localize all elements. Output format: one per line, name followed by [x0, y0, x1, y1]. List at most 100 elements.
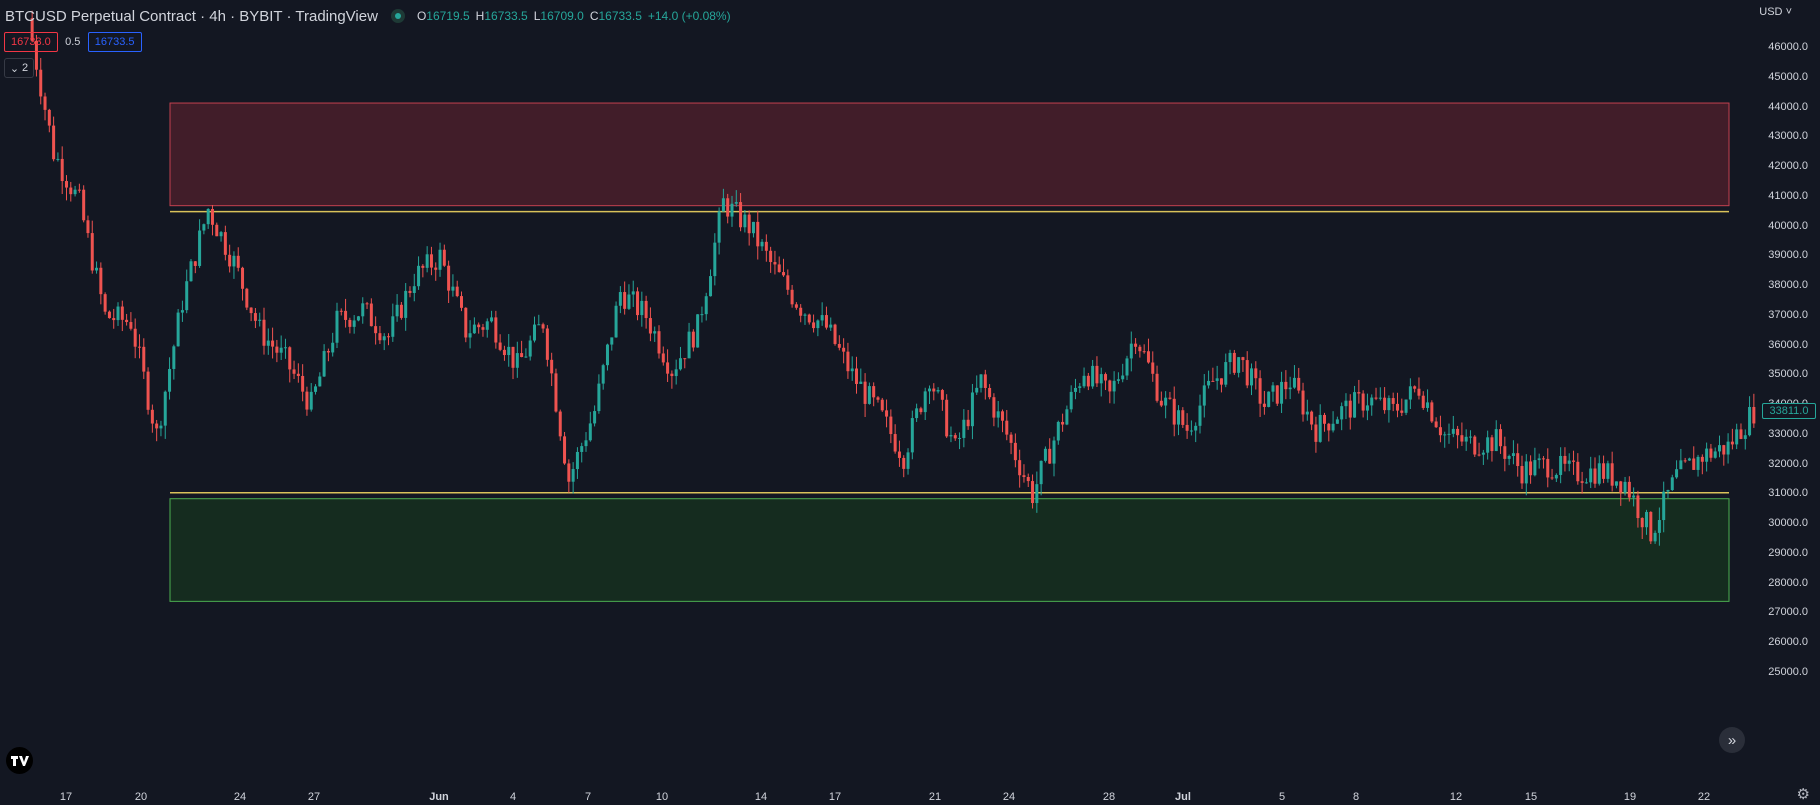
candle-down: [541, 324, 545, 329]
candle-up: [653, 331, 657, 334]
candle-down: [60, 158, 64, 182]
scroll-to-realtime-button[interactable]: »: [1719, 727, 1745, 753]
candle-down: [1516, 453, 1520, 467]
time-tick-label: Jun: [429, 791, 449, 803]
candle-down: [1026, 476, 1030, 482]
candle-up: [1705, 448, 1709, 462]
candle-up: [382, 336, 386, 341]
indicators-collapse-button[interactable]: ⌄ 2: [4, 58, 34, 78]
candle-down: [1692, 458, 1696, 470]
candle-up: [1589, 468, 1593, 483]
candle-up: [163, 391, 167, 426]
candle-down: [769, 250, 773, 263]
tradingview-logo-icon[interactable]: [6, 747, 33, 774]
candle-up: [631, 291, 635, 295]
market-open-icon: [390, 9, 405, 23]
candle-down: [1357, 392, 1361, 394]
candle-up: [803, 314, 807, 316]
candle-up: [970, 392, 974, 427]
buy-button[interactable]: 16733.5: [87, 32, 142, 52]
candle-down: [545, 328, 549, 360]
price-tick-label: 33000.0: [1768, 427, 1808, 440]
candle-up: [451, 286, 455, 291]
candle-down: [112, 318, 116, 321]
candle-down: [1752, 406, 1756, 424]
candle-down: [155, 423, 159, 429]
candle-up: [532, 324, 536, 341]
candle-down: [344, 310, 348, 320]
candle-up: [356, 316, 360, 321]
high-value: 16733.5: [484, 9, 528, 23]
candle-down: [1546, 458, 1550, 478]
candle-up: [1202, 385, 1206, 406]
time-tick-label: 17: [59, 791, 73, 803]
candle-down: [1185, 424, 1189, 431]
candle-up: [1447, 433, 1451, 435]
candle-up: [472, 324, 476, 334]
candle-down: [1146, 351, 1150, 363]
candle-down: [30, 18, 34, 41]
candle-down: [137, 346, 141, 348]
candle-up: [1567, 460, 1571, 464]
chevron-down-icon: ⌄: [9, 62, 20, 75]
candle-down: [1219, 378, 1223, 385]
candle-down: [1061, 421, 1065, 425]
candle-down: [1477, 454, 1481, 456]
candle-down: [1490, 437, 1494, 452]
open-label: O: [416, 9, 427, 23]
price-tick-label: 38000.0: [1768, 279, 1808, 291]
candle-down: [1739, 429, 1743, 439]
candle-down: [52, 125, 56, 160]
candle-down: [885, 410, 889, 417]
price-tick-label: 35000.0: [1768, 368, 1808, 381]
candle-down: [799, 307, 803, 316]
candle-up: [1426, 402, 1430, 408]
symbol-legend[interactable]: BTCUSD Perpetual Contract · 4h · BYBIT ·…: [5, 5, 731, 27]
candle-down: [77, 189, 81, 191]
candle-down: [249, 307, 253, 314]
candle-up: [1224, 362, 1228, 385]
candle-down: [966, 419, 970, 427]
candle-down: [1108, 380, 1112, 392]
candle-down: [1284, 381, 1288, 390]
candle-up: [1696, 456, 1700, 470]
candle-down: [567, 463, 571, 482]
candle-down: [1503, 446, 1507, 459]
candle-down: [1520, 466, 1524, 484]
candle-up: [417, 265, 421, 287]
candle-up: [674, 369, 678, 377]
candle-up: [704, 296, 708, 315]
candle-down: [623, 292, 627, 309]
candle-down: [739, 202, 743, 228]
price-tick-label: 29000.0: [1768, 546, 1808, 559]
candle-up: [588, 423, 592, 441]
candle-down: [644, 300, 648, 319]
time-tick-label: 5: [1278, 791, 1286, 803]
candle-up: [202, 224, 206, 231]
candle-down: [64, 181, 68, 188]
candle-down: [1550, 477, 1554, 479]
price-tick-label: 32000.0: [1768, 457, 1808, 470]
currency-label: USD: [1759, 6, 1783, 18]
candle-up: [1494, 429, 1498, 452]
gear-icon[interactable]: ⚙: [1796, 786, 1810, 803]
candle-down: [103, 294, 107, 312]
candle-down: [782, 272, 786, 276]
sell-button[interactable]: 16733.0: [4, 32, 58, 52]
low-label: L: [533, 9, 541, 23]
candle-up: [189, 261, 193, 282]
candle-down: [1421, 395, 1425, 408]
symbol-title[interactable]: BTCUSD Perpetual Contract · 4h · BYBIT ·…: [5, 7, 378, 25]
candle-up: [614, 305, 618, 338]
candle-down: [1400, 410, 1404, 413]
candle-down: [43, 96, 47, 110]
currency-selector[interactable]: USD ˅: [1759, 6, 1792, 18]
time-tick-label: 14: [754, 791, 768, 803]
candle-down: [558, 411, 562, 437]
candle-up: [1091, 365, 1095, 387]
candle-down: [520, 353, 524, 358]
candle-up: [743, 214, 747, 228]
resistance-zone: [169, 102, 1730, 207]
high-label: H: [475, 9, 485, 23]
